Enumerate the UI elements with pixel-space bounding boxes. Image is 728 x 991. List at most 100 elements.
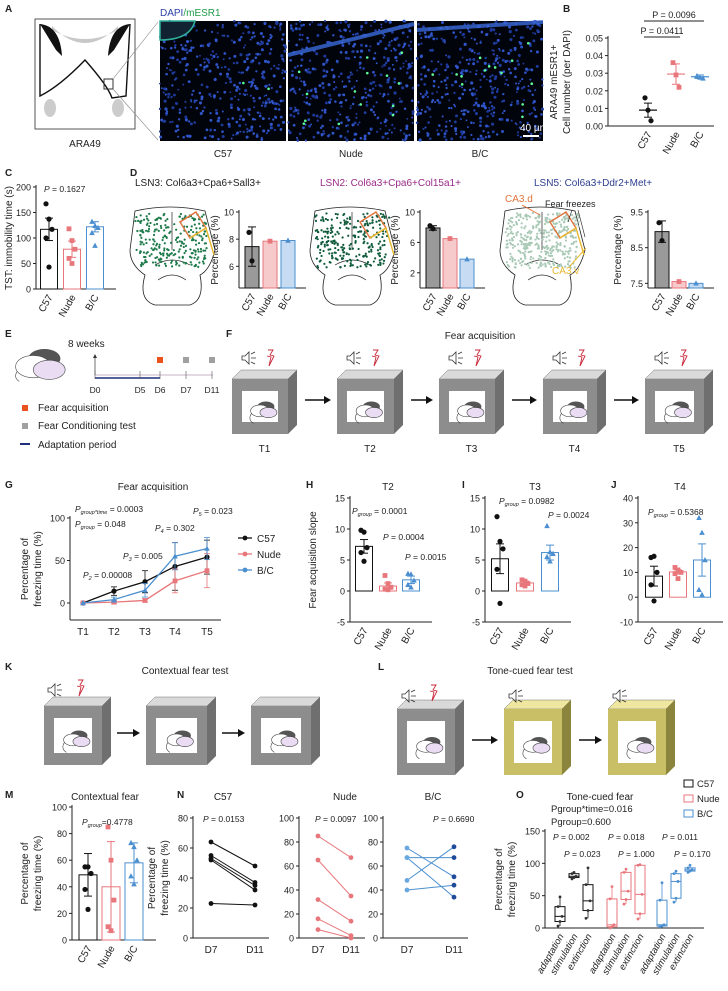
chart-title: Tone-cued fear [567, 792, 634, 803]
cell-dot [336, 213, 339, 216]
cell-dot [152, 233, 156, 237]
p-subscript: 3 [129, 557, 133, 563]
y-tick-label: 10 [470, 525, 480, 535]
data-point [676, 279, 682, 284]
cell-dot [153, 230, 156, 233]
cell-dot [197, 256, 200, 259]
cell-dot [382, 262, 385, 265]
cell-dot [508, 224, 512, 228]
cell-dot [164, 264, 168, 267]
nude-mouse [280, 736, 299, 747]
cell-dot [152, 248, 155, 252]
cell-dot [538, 258, 541, 261]
cell-dot [535, 236, 539, 240]
data-point-d7 [208, 901, 214, 906]
data-point [385, 581, 391, 586]
p-symbol: P [155, 523, 161, 533]
cell-dot [324, 235, 327, 238]
cell-dot [574, 229, 577, 232]
cell-dot [336, 216, 339, 219]
cell-dot [529, 258, 532, 261]
x-tick-label: B/C [456, 292, 474, 312]
mouse-tail [15, 371, 20, 382]
data-point [674, 869, 678, 873]
p-symbol: P [608, 832, 614, 842]
cell-dot [147, 219, 150, 222]
cell-dot [327, 239, 330, 243]
box [554, 906, 566, 923]
cell-dot [567, 260, 570, 263]
cell-dot [189, 248, 192, 251]
nude-mouse [176, 736, 194, 747]
y-tick-label: 0 [340, 587, 345, 597]
cell-dot [511, 221, 514, 224]
cell-dot [542, 232, 545, 235]
y-axis-label: Percentage of [494, 848, 505, 910]
cell-dot [555, 222, 558, 225]
p-value-annotation: P = 0.0097 [315, 814, 357, 824]
bracket-p-value: P = 0.0096 [652, 10, 696, 20]
data-point [638, 912, 642, 916]
cell-dot [193, 265, 196, 268]
cell-dot [147, 230, 150, 233]
mouse-tail [355, 413, 360, 424]
cell-dot [159, 224, 162, 228]
data-point [249, 258, 255, 264]
cell-dot [353, 236, 357, 239]
data-point-d11 [451, 874, 457, 880]
cell-dot [511, 257, 514, 260]
cell-dot [537, 237, 540, 241]
p-value-annotation: P3 = 0.005 [123, 551, 163, 563]
x-tick-label: Nude [96, 944, 118, 971]
cell-dot [190, 263, 193, 266]
x-tick-label: B/C [400, 626, 418, 646]
mesr1-positive-cell [526, 42, 530, 45]
cell-dot [367, 250, 371, 253]
cell-dot [154, 261, 157, 264]
data-point [142, 598, 148, 603]
cell-dot [388, 216, 391, 219]
data-point [522, 583, 528, 589]
y-tick-label: 0 [62, 936, 67, 946]
cell-dot [148, 238, 151, 241]
cell-dot [371, 216, 374, 219]
cell-dot [529, 236, 532, 240]
data-point [464, 256, 470, 262]
cell-dot [566, 255, 569, 259]
cell-dot [537, 244, 540, 247]
cell-dot [166, 217, 169, 221]
cell-dot [364, 252, 367, 255]
cell-dot [329, 227, 333, 230]
y-tick-label: 80 [368, 838, 378, 848]
data-point [675, 567, 681, 573]
y-tick-label: 0 [535, 924, 540, 934]
cell-dot [527, 261, 530, 265]
cell-dot [359, 265, 362, 268]
x-tick-label: Nude [255, 292, 277, 319]
panel-label-M: M [5, 790, 13, 801]
cell-dot [203, 242, 206, 245]
data-point [80, 600, 86, 606]
shock-bolt-icon [266, 349, 275, 367]
cell-dot [352, 226, 355, 229]
p-value-annotation: Pgroup=0.4778 [82, 817, 133, 829]
cell-dot [203, 254, 206, 257]
day-label: D7 [181, 385, 192, 395]
cell-dot [329, 261, 332, 264]
data-point-d7 [404, 878, 410, 883]
x-tick-label: C57 [488, 626, 507, 648]
cell-dot [191, 238, 194, 241]
legend-label: Nude [697, 794, 720, 805]
cell-dot [523, 253, 526, 256]
x-tick-label: Nude [664, 292, 686, 319]
cell-dot [366, 261, 370, 264]
arrow-head [238, 729, 245, 737]
data-point [382, 586, 388, 592]
cell-dot [150, 247, 153, 250]
panel-label-H: H [306, 480, 313, 491]
chamber-side [495, 370, 504, 434]
cell-dot [381, 235, 384, 239]
conditioning-chamber [438, 369, 505, 434]
cell-dot [366, 224, 370, 227]
cell-dot [530, 230, 533, 233]
